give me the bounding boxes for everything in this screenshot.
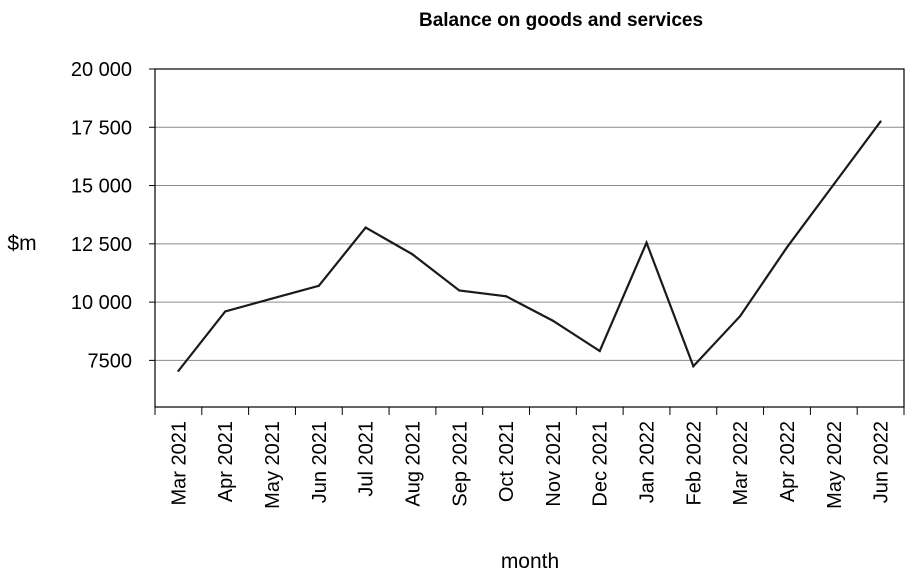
data-point bbox=[411, 253, 414, 256]
x-tick-label: May 2021 bbox=[262, 421, 284, 509]
x-tick-label: Apr 2022 bbox=[777, 421, 799, 502]
data-point bbox=[692, 365, 695, 368]
data-point bbox=[551, 319, 555, 322]
x-tick-label: Jun 2022 bbox=[871, 421, 893, 503]
x-tick-label: Apr 2021 bbox=[215, 421, 237, 502]
y-tick-label: 12 500 bbox=[71, 234, 132, 256]
y-tick-label: 10 000 bbox=[71, 292, 132, 314]
data-point bbox=[458, 289, 461, 292]
x-axis-ticks: Mar 2021 Apr 2021 May 2021 Jun 2021 Jul 2021… bbox=[154, 407, 905, 509]
x-tick-label: Aug 2021 bbox=[402, 421, 424, 507]
x-axis-label: month bbox=[501, 550, 559, 573]
x-tick-label: Dec 2021 bbox=[590, 421, 612, 507]
y-axis-label: $m bbox=[7, 232, 36, 255]
x-tick-label: Jul 2021 bbox=[356, 421, 378, 497]
x-tick-label: Mar 2022 bbox=[730, 421, 752, 506]
x-tick-label: Mar 2021 bbox=[168, 421, 190, 506]
y-tick-label: 15 000 bbox=[71, 176, 132, 198]
data-point bbox=[879, 120, 882, 123]
series-line bbox=[177, 120, 882, 372]
data-point bbox=[177, 369, 180, 372]
x-tick-label: Nov 2021 bbox=[543, 421, 565, 507]
y-tick-label: 7500 bbox=[88, 350, 133, 372]
x-tick-label: Oct 2021 bbox=[496, 421, 518, 502]
x-tick-label: Jun 2021 bbox=[309, 421, 331, 503]
data-point bbox=[645, 241, 648, 244]
data-point bbox=[364, 226, 367, 229]
x-tick-label: May 2022 bbox=[824, 421, 846, 509]
y-tick-label: 17 500 bbox=[71, 117, 132, 139]
series-layer bbox=[177, 120, 882, 372]
gridlines bbox=[155, 68, 904, 361]
data-point bbox=[224, 310, 227, 313]
chart-title: Balance on goods and services bbox=[419, 10, 703, 31]
y-axis-ticks: 7500 10 000 12 500 15 000 17 500 20 000 bbox=[71, 59, 155, 372]
x-tick-label: Feb 2022 bbox=[683, 421, 705, 506]
data-point bbox=[739, 314, 742, 318]
data-point bbox=[317, 284, 320, 287]
x-tick-label: Jan 2022 bbox=[637, 421, 659, 503]
x-tick-label: Sep 2021 bbox=[449, 421, 471, 507]
plot-area bbox=[154, 68, 905, 408]
data-point bbox=[270, 297, 274, 300]
data-point bbox=[504, 295, 508, 298]
data-point bbox=[785, 246, 789, 249]
data-point bbox=[598, 349, 601, 353]
data-point bbox=[832, 183, 835, 186]
y-tick-label: 20 000 bbox=[71, 59, 132, 81]
